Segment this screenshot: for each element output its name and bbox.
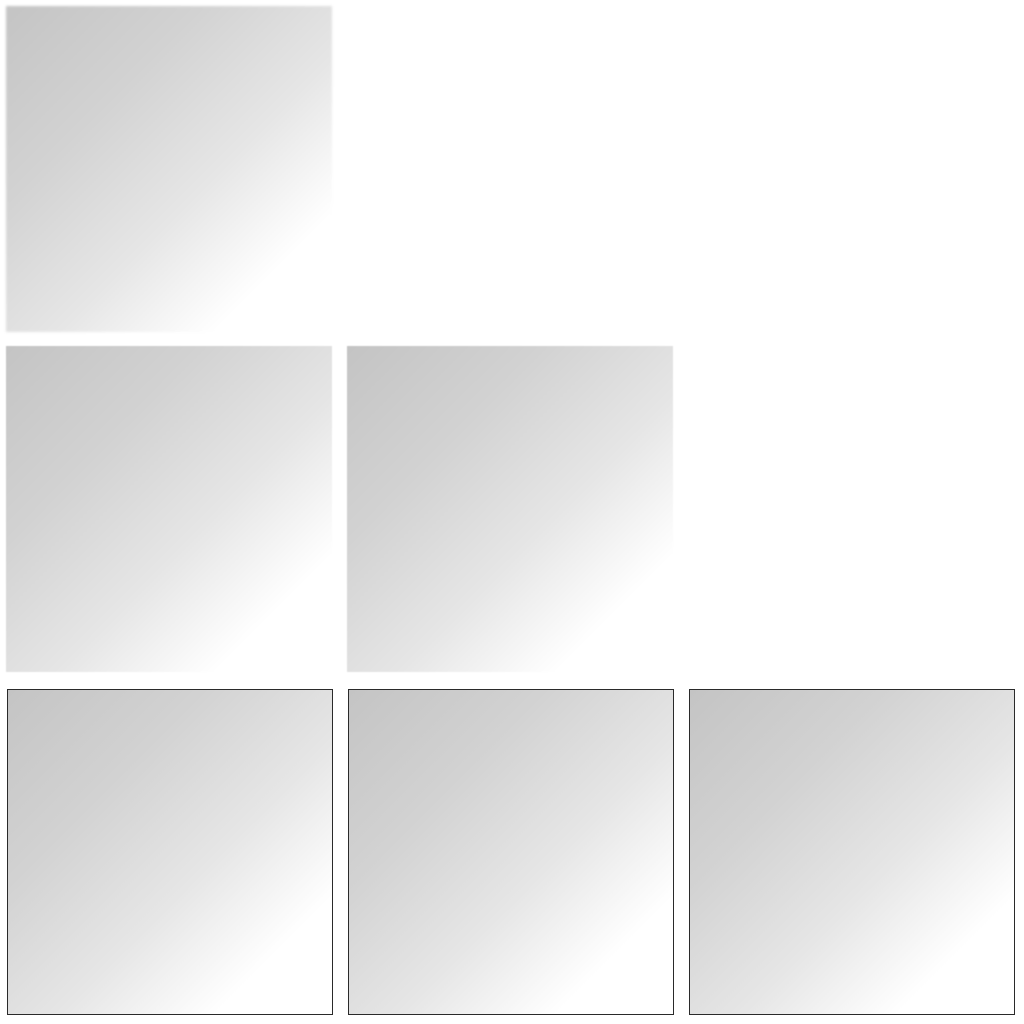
gradient-tile-row2-col1 [6, 346, 332, 672]
gradient-tile-row2-col2 [347, 346, 673, 672]
gradient-tile-row3-col3 [689, 689, 1015, 1015]
gradient-tile-row1-col1 [6, 6, 332, 332]
gradient-tile-row3-col2 [348, 689, 674, 1015]
gradient-tile-row3-col1 [7, 689, 333, 1015]
